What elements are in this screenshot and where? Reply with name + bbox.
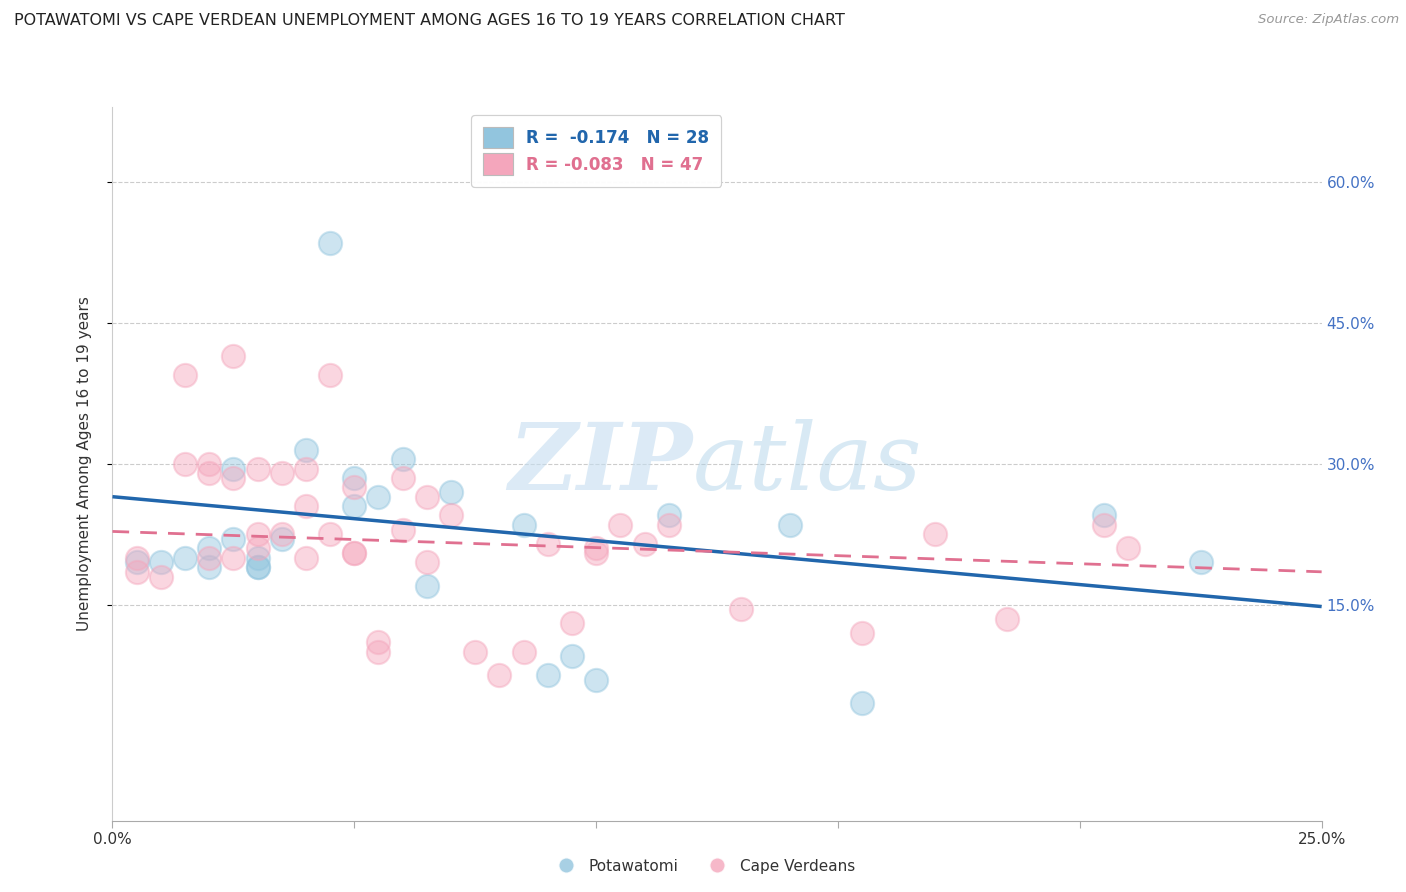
Point — [537, 536, 560, 550]
Point — [149, 569, 172, 583]
Point — [416, 556, 439, 570]
Point — [995, 612, 1018, 626]
Point — [198, 560, 221, 574]
Point — [149, 556, 172, 570]
Point — [125, 550, 148, 565]
Point — [440, 485, 463, 500]
Point — [198, 541, 221, 556]
Point — [561, 649, 583, 664]
Point — [222, 471, 245, 485]
Point — [440, 508, 463, 523]
Point — [174, 457, 197, 471]
Point — [609, 517, 631, 532]
Point — [270, 467, 292, 481]
Point — [367, 635, 389, 649]
Point — [1116, 541, 1139, 556]
Point — [319, 527, 342, 541]
Point — [222, 550, 245, 565]
Point — [270, 527, 292, 541]
Point — [246, 527, 269, 541]
Text: Source: ZipAtlas.com: Source: ZipAtlas.com — [1258, 13, 1399, 27]
Point — [343, 471, 366, 485]
Point — [658, 508, 681, 523]
Point — [246, 461, 269, 475]
Point — [1092, 508, 1115, 523]
Point — [222, 461, 245, 475]
Point — [537, 668, 560, 682]
Point — [416, 579, 439, 593]
Point — [125, 565, 148, 579]
Point — [246, 541, 269, 556]
Point — [343, 499, 366, 513]
Point — [295, 461, 318, 475]
Point — [246, 560, 269, 574]
Point — [585, 541, 607, 556]
Text: atlas: atlas — [693, 419, 922, 508]
Point — [488, 668, 510, 682]
Y-axis label: Unemployment Among Ages 16 to 19 years: Unemployment Among Ages 16 to 19 years — [77, 296, 91, 632]
Point — [391, 523, 413, 537]
Point — [295, 550, 318, 565]
Point — [343, 546, 366, 560]
Point — [851, 696, 873, 710]
Point — [585, 673, 607, 687]
Point — [1092, 517, 1115, 532]
Point — [633, 536, 655, 550]
Point — [222, 349, 245, 363]
Point — [416, 490, 439, 504]
Point — [319, 368, 342, 382]
Point — [222, 532, 245, 546]
Point — [246, 550, 269, 565]
Text: ZIP: ZIP — [509, 419, 693, 508]
Point — [561, 616, 583, 631]
Point — [924, 527, 946, 541]
Point — [295, 442, 318, 457]
Point — [246, 560, 269, 574]
Point — [585, 546, 607, 560]
Point — [174, 550, 197, 565]
Point — [464, 645, 486, 659]
Legend: R =  -0.174   N = 28, R = -0.083   N = 47: R = -0.174 N = 28, R = -0.083 N = 47 — [471, 115, 721, 186]
Point — [730, 602, 752, 616]
Point — [174, 368, 197, 382]
Point — [658, 517, 681, 532]
Point — [198, 550, 221, 565]
Point — [367, 490, 389, 504]
Text: POTAWATOMI VS CAPE VERDEAN UNEMPLOYMENT AMONG AGES 16 TO 19 YEARS CORRELATION CH: POTAWATOMI VS CAPE VERDEAN UNEMPLOYMENT … — [14, 13, 845, 29]
Point — [198, 457, 221, 471]
Point — [270, 532, 292, 546]
Point — [512, 645, 534, 659]
Point — [367, 645, 389, 659]
Point — [343, 546, 366, 560]
Point — [512, 517, 534, 532]
Legend: Potawatomi, Cape Verdeans: Potawatomi, Cape Verdeans — [544, 853, 862, 880]
Point — [1189, 556, 1212, 570]
Point — [198, 467, 221, 481]
Point — [851, 625, 873, 640]
Point — [391, 452, 413, 467]
Point — [295, 499, 318, 513]
Point — [779, 517, 801, 532]
Point — [319, 236, 342, 251]
Point — [125, 556, 148, 570]
Point — [343, 480, 366, 494]
Point — [391, 471, 413, 485]
